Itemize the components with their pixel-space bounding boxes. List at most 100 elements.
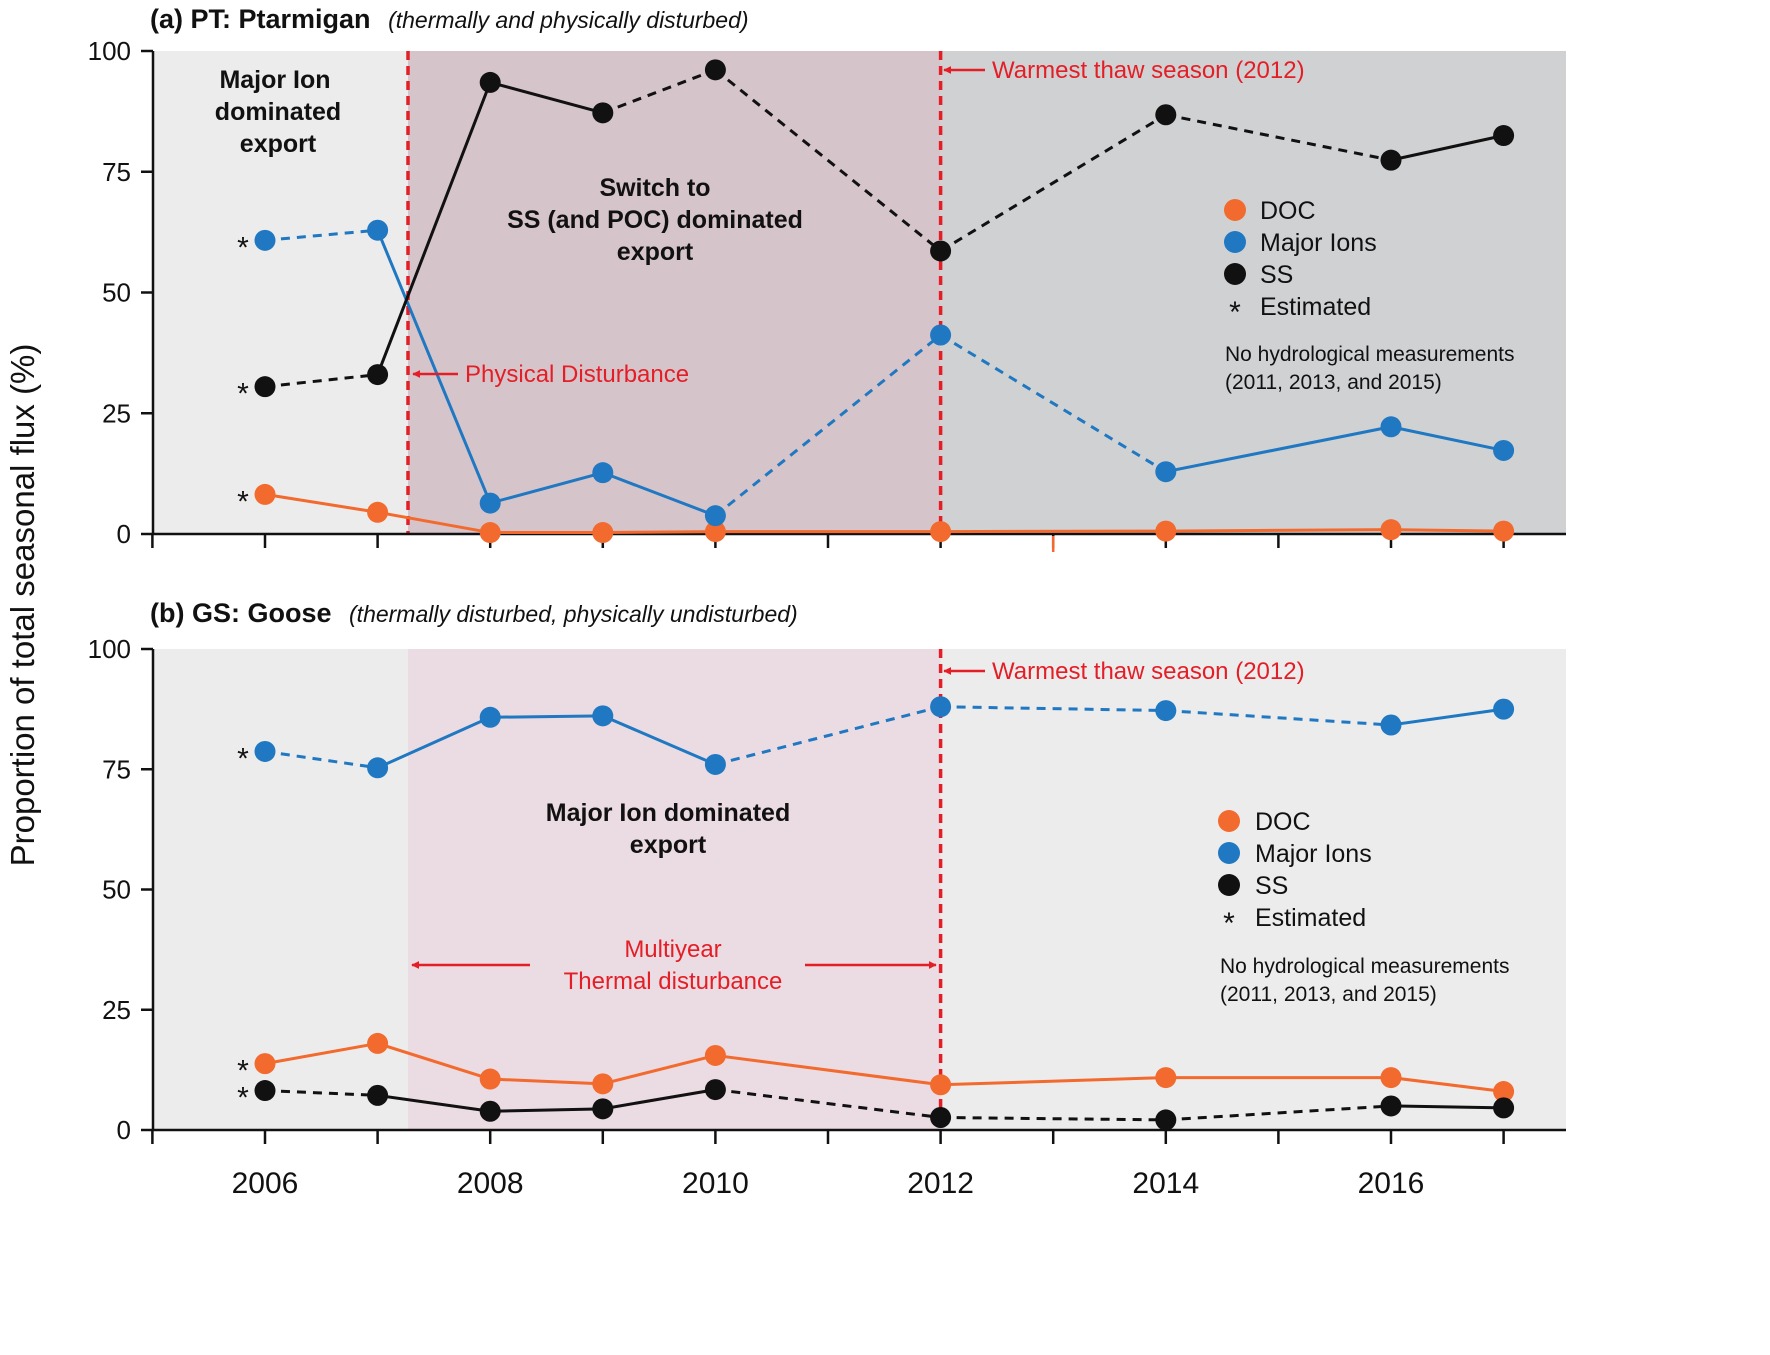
- panel-a-ss-point: [479, 71, 501, 93]
- panel-a-doc-segment: [264, 492, 378, 514]
- panel-a-y-tick-label: 50: [102, 278, 131, 308]
- panel-a-ss-segment: [264, 373, 378, 389]
- panel-a-estimated-mark: *: [237, 231, 249, 264]
- panel-b-region-thermal-disturbance: [408, 649, 941, 1130]
- panel-b-legend: DOC Major Ions SS * Estimated No hydrolo…: [1218, 808, 1509, 1006]
- panel-b-ss-point: [367, 1084, 389, 1106]
- panel-a-ss-segment: [376, 81, 492, 376]
- panel-b-major-ions-segment: [940, 705, 1166, 713]
- panel-a-ss-point: [930, 240, 952, 262]
- panel-b-region-pre-disturbance: [153, 649, 409, 1130]
- panel-a-major-ions-point: [704, 505, 726, 527]
- panel-a-doc-point: [592, 522, 614, 544]
- y-axis-label: Proportion of total seasonal flux (%): [4, 344, 41, 867]
- panel-b-ss-point: [254, 1080, 276, 1102]
- panel-b-doc-segment: [264, 1041, 378, 1066]
- panel-b-major-ions-segment: [715, 705, 941, 766]
- panel-b-major-ions-point: [930, 696, 952, 718]
- panel-b-ss-segment: [490, 1107, 603, 1113]
- panel-a-legend-ions-marker: [1224, 231, 1246, 253]
- panel-a-major-ions-segment: [939, 333, 1167, 473]
- panel-a-doc-point: [704, 521, 726, 543]
- panel-b-doc-point: [367, 1032, 389, 1054]
- panel-a-physical-label: Physical Disturbance: [465, 361, 689, 388]
- panel-b-doc-point: [930, 1074, 952, 1096]
- panel-b-title-italic: (thermally disturbed, physically undistu…: [349, 601, 798, 627]
- panel-a-ss-segment: [489, 80, 604, 115]
- panel-b-thermal-line2: Thermal disturbance: [564, 968, 783, 995]
- panel-b-ss-segment: [264, 1089, 378, 1097]
- x-tick-label: 2014: [1132, 1167, 1199, 1200]
- panel-b-warmest-label: Warmest thaw season (2012): [992, 658, 1305, 685]
- panel-b-legend-doc: DOC: [1255, 808, 1311, 836]
- panel-a-ss-segment: [939, 113, 1167, 253]
- flux-figure: Proportion of total seasonal flux (%) (a…: [4, 4, 1566, 1200]
- panel-b-major-ions-point: [1380, 714, 1402, 736]
- panel-a-major-ions-point: [367, 219, 389, 241]
- panel-b-ss-point: [1155, 1109, 1177, 1131]
- panel-b-legend-est-symbol: *: [1223, 907, 1235, 940]
- panel-b-major-ions-point: [704, 753, 726, 775]
- panel-a-doc-segment: [1165, 528, 1392, 533]
- panel-a-ptarmigan: (a) PT: Ptarmigan (thermally and physica…: [88, 4, 1566, 552]
- panel-b-major-ions-point: [479, 706, 501, 728]
- panel-a-major-ions-segment: [489, 471, 604, 505]
- panel-b-estimated-mark: *: [237, 742, 249, 775]
- panel-a-warmest-label: Warmest thaw season (2012): [992, 57, 1305, 84]
- panel-a-legend: DOC Major Ions SS * Estimated No hydrolo…: [1224, 197, 1514, 394]
- panel-a-legend-ions: Major Ions: [1260, 229, 1377, 257]
- panel-a-major-ions-segment: [714, 333, 942, 517]
- panel-a-major-ions-point: [1493, 439, 1515, 461]
- panel-a-switch-line3: export: [617, 238, 694, 266]
- panel-a-doc-segment: [377, 510, 491, 535]
- panel-a-estimated-mark: *: [237, 378, 249, 411]
- panel-b-ss-segment: [602, 1088, 716, 1111]
- x-axis-labels: 2006 2008 2010 2012 2014 2016: [232, 1167, 1425, 1200]
- x-tick-label: 2006: [232, 1167, 299, 1200]
- panel-b-legend-note1: No hydrological measurements: [1220, 955, 1509, 978]
- panel-a-legend-doc: DOC: [1260, 197, 1316, 225]
- panel-b-doc-point: [1155, 1067, 1177, 1089]
- x-tick-label: 2010: [682, 1167, 749, 1200]
- panel-a-doc-point: [1380, 519, 1402, 541]
- panel-a-legend-est: Estimated: [1260, 293, 1371, 321]
- panel-a-y-tick-label: 100: [88, 36, 131, 66]
- panel-a-major-ions-point: [254, 229, 276, 251]
- panel-b-center-line1: Major Ion dominated: [546, 799, 790, 827]
- panel-b-region-post-2012-period: [940, 649, 1566, 1130]
- x-tick-label: 2016: [1358, 1167, 1425, 1200]
- panel-a-major-ions-segment: [1165, 425, 1392, 474]
- panel-a-major-ions-point: [592, 462, 614, 484]
- panel-b-major-ions-segment: [264, 749, 378, 770]
- panel-a-ss-segment: [1390, 134, 1504, 162]
- panel-b-major-ions-point: [592, 705, 614, 727]
- panel-a-doc-point: [254, 483, 276, 505]
- panel-a-y-tick-label: 75: [102, 157, 131, 187]
- panel-a-legend-note2: (2011, 2013, and 2015): [1225, 371, 1442, 394]
- panel-b-center-line2: export: [630, 831, 707, 859]
- panel-a-region-major-ion-period: [153, 51, 409, 534]
- panel-b-goose: (b) GS: Goose (thermally disturbed, phys…: [88, 598, 1566, 1145]
- panel-a-major-ions-segment: [1390, 425, 1504, 452]
- panel-a-estimated-mark: *: [237, 485, 249, 518]
- panel-a-legend-ss: SS: [1260, 261, 1293, 289]
- panel-b-y-tick-label: 25: [102, 995, 131, 1025]
- panel-a-ss-point: [1380, 149, 1402, 171]
- panel-b-legend-ions-marker: [1218, 842, 1240, 864]
- panel-b-title-bold: (b) GS: Goose: [150, 598, 332, 628]
- panel-b-doc-point: [704, 1044, 726, 1066]
- panel-b-estimated-mark: *: [237, 1082, 249, 1115]
- panel-b-major-ions-point: [1493, 698, 1515, 720]
- panel-b-major-ions-point: [254, 740, 276, 762]
- panel-b-major-ions-segment: [490, 714, 603, 719]
- panel-a-doc-segment: [1390, 528, 1504, 533]
- panel-a-legend-est-symbol: *: [1229, 296, 1241, 329]
- panel-b-ss-point: [479, 1100, 501, 1122]
- panel-b-y-tick-label: 100: [88, 634, 131, 664]
- panel-b-ss-point: [704, 1079, 726, 1101]
- panel-b-title: (b) GS: Goose (thermally disturbed, phys…: [150, 598, 798, 628]
- panel-b-doc-point: [1493, 1081, 1515, 1103]
- panel-a-switch-line1: Switch to: [599, 174, 710, 202]
- panel-b-doc-point: [592, 1073, 614, 1095]
- panel-a-y-tick-label: 0: [117, 519, 131, 549]
